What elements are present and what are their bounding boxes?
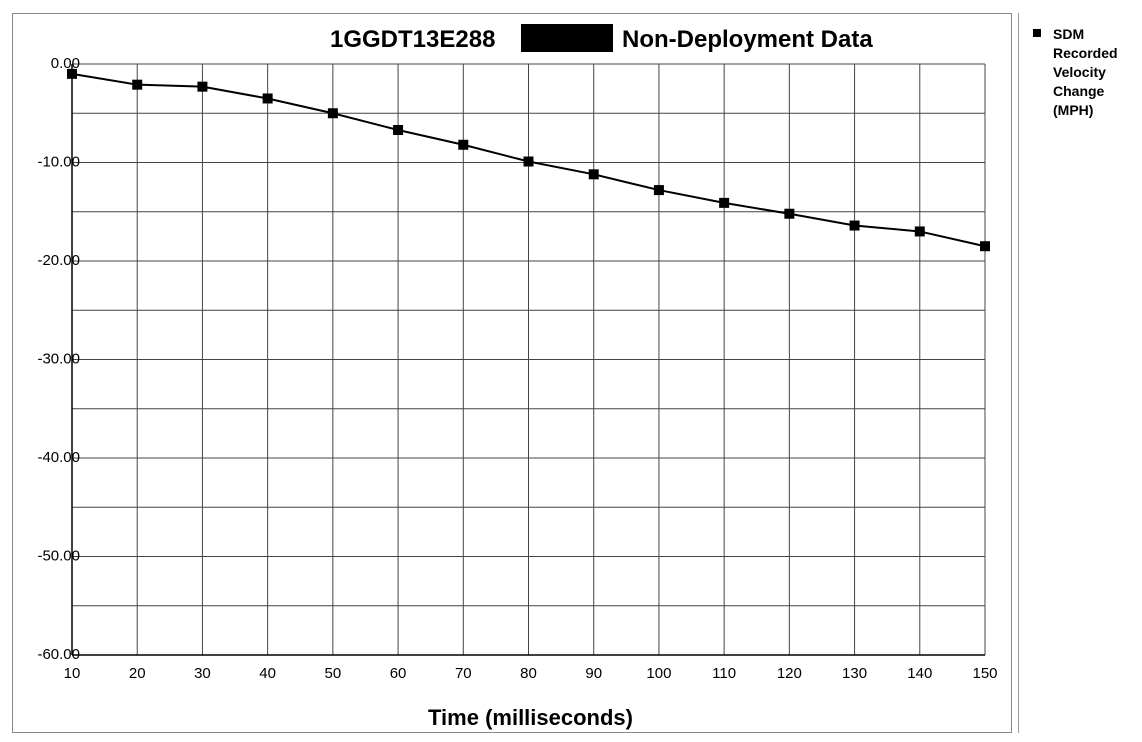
data-point <box>588 169 599 180</box>
legend-frame <box>1018 13 1136 733</box>
data-point <box>523 156 534 167</box>
data-point <box>849 220 860 231</box>
chart-title-part2: Non-Deployment Data <box>622 26 873 53</box>
x-tick-label: 110 <box>712 665 736 682</box>
x-tick-label: 60 <box>390 665 407 682</box>
data-point <box>197 81 208 92</box>
y-tick-label: -20.00 <box>37 252 80 269</box>
x-tick-label: 40 <box>259 665 276 682</box>
data-point <box>262 93 273 104</box>
x-axis-label: Time (milliseconds) <box>428 705 633 730</box>
x-tick-label: 130 <box>842 665 867 682</box>
x-tick-label: 120 <box>777 665 802 682</box>
data-point <box>719 197 730 208</box>
x-tick-label: 10 <box>64 665 81 682</box>
y-tick-label: -50.00 <box>37 548 80 565</box>
y-tick-label: -30.00 <box>37 351 80 368</box>
x-tick-label: 30 <box>194 665 211 682</box>
x-tick-label: 80 <box>520 665 537 682</box>
data-point <box>784 208 795 219</box>
chart-title-part1: 1GGDT13E288 <box>330 26 496 53</box>
x-tick-label: 20 <box>129 665 146 682</box>
data-point <box>914 226 925 237</box>
data-point <box>653 185 664 196</box>
data-point <box>67 68 77 79</box>
legend-marker <box>1033 29 1041 37</box>
y-tick-label: -60.00 <box>37 646 80 663</box>
x-tick-label: 100 <box>646 665 671 682</box>
x-tick-label: 140 <box>907 665 932 682</box>
redaction-box <box>521 24 613 52</box>
x-tick-label: 70 <box>455 665 472 682</box>
y-tick-label: -10.00 <box>37 154 80 171</box>
data-point <box>980 241 990 252</box>
data-point <box>132 79 143 90</box>
chart-frame <box>12 13 1012 733</box>
data-point <box>327 108 338 119</box>
y-tick-label: 0.00 <box>51 55 80 72</box>
x-tick-label: 90 <box>585 665 602 682</box>
x-tick-label: 50 <box>325 665 342 682</box>
legend-series-label: SDM Recorded Velocity Change (MPH) <box>1053 26 1118 118</box>
x-tick-label: 150 <box>972 665 997 682</box>
y-tick-label: -40.00 <box>37 449 80 466</box>
data-point <box>393 124 404 135</box>
data-point <box>458 139 469 150</box>
